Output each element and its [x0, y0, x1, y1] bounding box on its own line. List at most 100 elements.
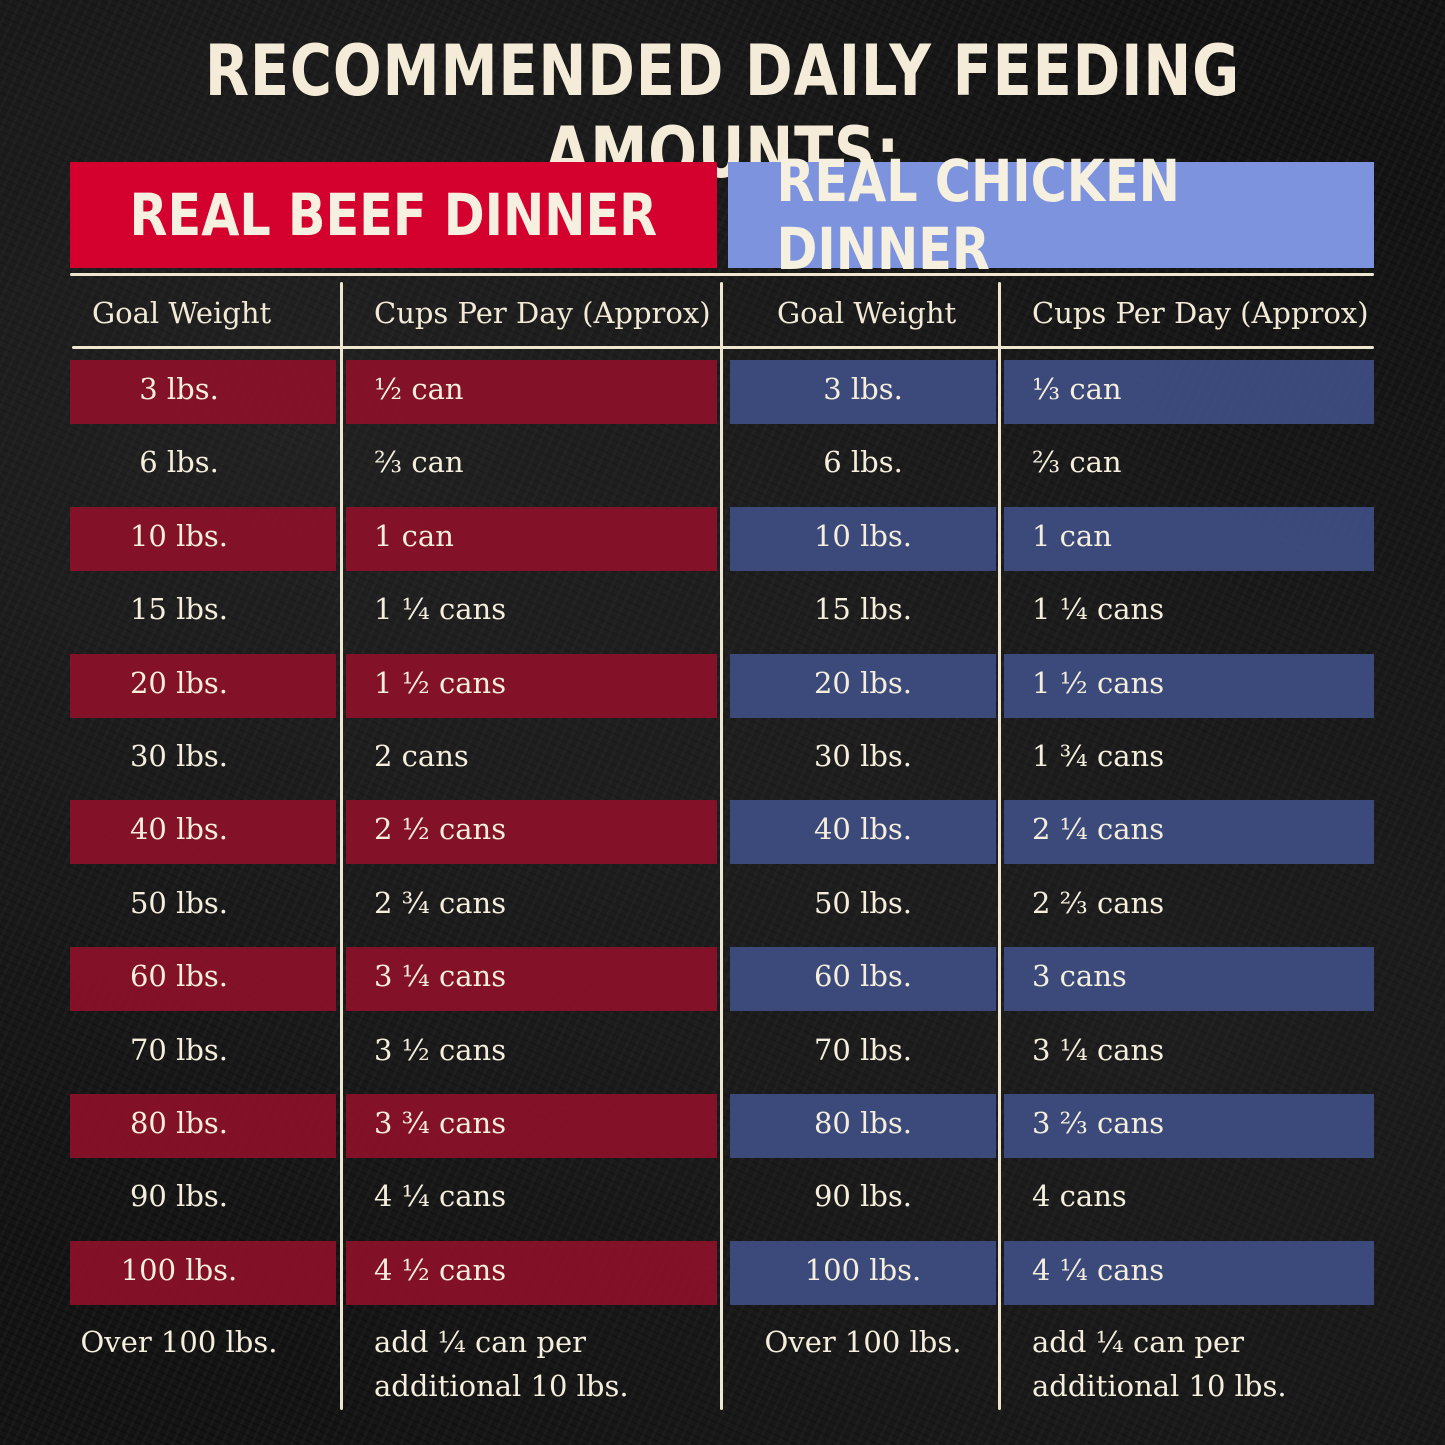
chicken-footer-line2: additional 10 lbs.	[1032, 1369, 1287, 1403]
beef-row-band	[346, 800, 717, 864]
beef-row-band	[70, 800, 336, 864]
chicken-row-band	[1004, 507, 1374, 571]
beef-row-amount: 3 ¾ cans	[374, 1106, 507, 1140]
chicken-row-amount: 1 ½ cans	[1032, 666, 1165, 700]
chicken-row-band	[1004, 800, 1374, 864]
chicken-row-weight: 50 lbs.	[813, 886, 913, 920]
beef-row-weight: 10 lbs.	[129, 519, 229, 553]
beef-footer-weight: Over 100 lbs.	[80, 1325, 278, 1359]
beef-row-band	[70, 360, 336, 424]
beef-row-weight: 70 lbs.	[129, 1033, 229, 1067]
beef-row-amount: 4 ¼ cans	[374, 1179, 507, 1213]
beef-row-weight: 30 lbs.	[129, 739, 229, 773]
chicken-row-weight: 40 lbs.	[813, 812, 913, 846]
beef-row-amount: 1 ½ cans	[374, 666, 507, 700]
divider-beef-col	[340, 282, 343, 1410]
divider-header	[72, 346, 1374, 349]
beef-heading: REAL BEEF DINNER	[129, 181, 658, 249]
chicken-row-band	[730, 507, 996, 571]
chicken-row-amount: 1 can	[1032, 519, 1112, 553]
beef-row-weight: 60 lbs.	[129, 959, 229, 993]
chicken-row-amount: 1 ¼ cans	[1032, 592, 1165, 626]
chicken-row-amount: 2 ¼ cans	[1032, 812, 1165, 846]
beef-row-weight: 80 lbs.	[129, 1106, 229, 1140]
chicken-footer-weight: Over 100 lbs.	[764, 1325, 962, 1359]
chicken-row-band	[730, 1241, 996, 1305]
beef-row-amount: 4 ½ cans	[374, 1253, 507, 1287]
beef-row-band	[70, 654, 336, 718]
chicken-row-amount: ⅓ can	[1032, 372, 1122, 406]
chicken-row-weight: 60 lbs.	[813, 959, 913, 993]
beef-footer-line2: additional 10 lbs.	[374, 1369, 629, 1403]
beef-row-weight: 20 lbs.	[129, 666, 229, 700]
chicken-row-band	[1004, 1094, 1374, 1158]
chicken-row-band	[730, 800, 996, 864]
beef-row-weight: 40 lbs.	[129, 812, 229, 846]
chicken-row-band	[1004, 1241, 1374, 1305]
chicken-heading: REAL CHICKEN DINNER	[776, 147, 1180, 283]
beef-row-band	[70, 1094, 336, 1158]
chicken-row-weight: 100 lbs.	[804, 1253, 922, 1287]
page-title: RECOMMENDED DAILY FEEDING AMOUNTS:	[204, 30, 1241, 194]
beef-row-band	[70, 1241, 336, 1305]
chicken-row-band	[1004, 654, 1374, 718]
beef-row-band	[346, 1094, 717, 1158]
chicken-row-amount: 3 ¼ cans	[1032, 1033, 1165, 1067]
beef-row-weight: 6 lbs.	[139, 445, 219, 479]
chicken-footer-line1: add ¼ can per	[1032, 1325, 1244, 1359]
chicken-row-weight: 70 lbs.	[813, 1033, 913, 1067]
beef-footer-amount: add ¼ can per additional 10 lbs.	[374, 1320, 629, 1408]
chicken-row-band	[730, 947, 996, 1011]
beef-row-weight: 100 lbs.	[120, 1253, 238, 1287]
chicken-row-weight: 20 lbs.	[813, 666, 913, 700]
chicken-row-amount: 4 ¼ cans	[1032, 1253, 1165, 1287]
chicken-row-weight: 15 lbs.	[813, 592, 913, 626]
chicken-row-weight: 10 lbs.	[813, 519, 913, 553]
beef-row-amount: 2 ½ cans	[374, 812, 507, 846]
chicken-row-weight: 6 lbs.	[823, 445, 903, 479]
chicken-footer-amount: add ¼ can per additional 10 lbs.	[1032, 1320, 1287, 1408]
beef-row-weight: 50 lbs.	[129, 886, 229, 920]
chicken-row-band	[1004, 947, 1374, 1011]
chicken-row-weight: 30 lbs.	[813, 739, 913, 773]
chicken-row-amount: 4 cans	[1032, 1179, 1127, 1213]
beef-row-amount: 2 cans	[374, 739, 469, 773]
chicken-row-amount: 3 cans	[1032, 959, 1127, 993]
chicken-row-weight: 90 lbs.	[813, 1179, 913, 1213]
chicken-row-band	[730, 360, 996, 424]
chicken-row-band	[1004, 360, 1374, 424]
beef-row-band	[346, 360, 717, 424]
divider-top	[70, 273, 1374, 276]
beef-col-amount: Cups Per Day (Approx)	[374, 296, 711, 330]
beef-row-band	[346, 654, 717, 718]
chicken-row-amount: 1 ¾ cans	[1032, 739, 1165, 773]
beef-row-amount: ⅔ can	[374, 445, 464, 479]
beef-row-amount: 3 ¼ cans	[374, 959, 507, 993]
beef-row-amount: 2 ¾ cans	[374, 886, 507, 920]
beef-heading-banner: REAL BEEF DINNER	[70, 162, 717, 268]
beef-row-weight: 90 lbs.	[129, 1179, 229, 1213]
chicken-row-amount: 2 ⅔ cans	[1032, 886, 1165, 920]
divider-center	[720, 282, 723, 1410]
beef-row-amount: ½ can	[374, 372, 464, 406]
chicken-row-band	[730, 654, 996, 718]
divider-chicken-col	[998, 282, 1001, 1410]
beef-row-band	[346, 507, 717, 571]
beef-row-weight: 15 lbs.	[129, 592, 229, 626]
beef-row-amount: 3 ½ cans	[374, 1033, 507, 1067]
beef-row-weight: 3 lbs.	[139, 372, 219, 406]
chicken-row-weight: 80 lbs.	[813, 1106, 913, 1140]
beef-col-weight: Goal Weight	[92, 296, 272, 330]
beef-row-amount: 1 ¼ cans	[374, 592, 507, 626]
chicken-heading-banner: REAL CHICKEN DINNER	[728, 147, 1374, 283]
chicken-row-amount: ⅔ can	[1032, 445, 1122, 479]
beef-row-band	[70, 507, 336, 571]
chicken-col-weight: Goal Weight	[777, 296, 957, 330]
beef-row-band	[346, 1241, 717, 1305]
chicken-row-weight: 3 lbs.	[823, 372, 903, 406]
chicken-row-amount: 3 ⅔ cans	[1032, 1106, 1165, 1140]
beef-footer-line1: add ¼ can per	[374, 1325, 586, 1359]
beef-row-band	[70, 947, 336, 1011]
beef-row-amount: 1 can	[374, 519, 454, 553]
chicken-row-band	[730, 1094, 996, 1158]
